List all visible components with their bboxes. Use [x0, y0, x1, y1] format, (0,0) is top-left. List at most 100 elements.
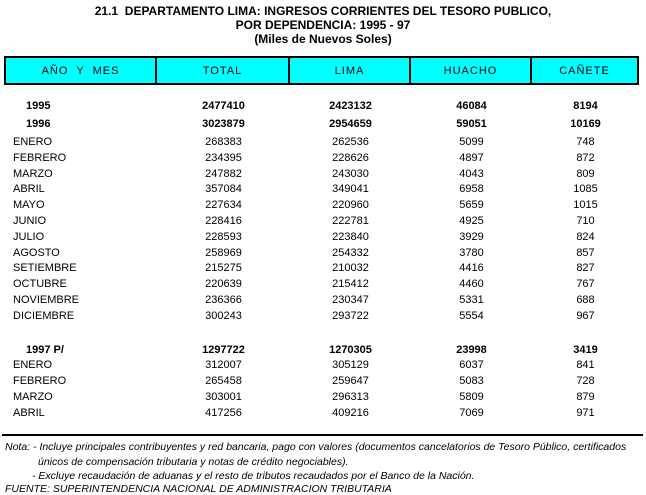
row-value: 7069: [459, 406, 484, 419]
table-row: FEBRERO 234395 228626 4897 872: [4, 150, 639, 166]
row-label: MARZO: [13, 167, 53, 180]
row-value: 6958: [459, 183, 484, 196]
row-value: 6037: [459, 359, 484, 372]
table-row: NOVIEMBRE 236366 230347 5331 688: [4, 292, 639, 308]
row-label: AGOSTO: [13, 246, 60, 259]
row-value: 243030: [332, 167, 369, 180]
note-line-1: Nota: - Incluye principales contribuyent…: [5, 441, 627, 453]
title-line-3: (Miles de Nuevos Soles): [254, 32, 392, 46]
table-row: AGOSTO 258969 254332 3780 857: [4, 245, 639, 261]
header-cell-a-o-y-mes: AÑO Y MES: [6, 58, 157, 83]
row-value: 841: [576, 359, 595, 372]
table-row: 1995 2477410 2423132 46084 8194: [4, 98, 639, 114]
table-row: JUNIO 228416 222781 4925 710: [4, 213, 639, 229]
row-value: 3023879: [202, 117, 245, 130]
row-label: ENERO: [13, 359, 53, 372]
row-label: JUNIO: [13, 214, 46, 227]
row-value: 228593: [205, 230, 242, 243]
row-value: 254332: [332, 246, 369, 259]
row-value: 2423132: [329, 99, 372, 112]
row-value: 3419: [573, 343, 598, 356]
row-value: 5083: [459, 375, 484, 388]
row-value: 688: [576, 293, 595, 306]
row-value: 228626: [332, 151, 369, 164]
row-value: 305129: [332, 359, 369, 372]
row-value: 5554: [459, 309, 484, 322]
table-header: AÑO Y MES TOTAL LIMA HUACHO CAÑETE: [4, 56, 639, 85]
row-label: 1996: [26, 117, 51, 130]
row-value: 1297722: [202, 343, 245, 356]
row-label: ENERO: [13, 135, 53, 148]
row-value: 268383: [205, 135, 242, 148]
row-value: 230347: [332, 293, 369, 306]
row-value: 728: [576, 375, 595, 388]
row-value: 59051: [456, 117, 487, 130]
row-value: 228416: [205, 214, 242, 227]
row-value: 259647: [332, 375, 369, 388]
table-row: ABRIL 357084 349041 6958 1085: [4, 181, 639, 197]
row-value: 4043: [459, 167, 484, 180]
row-label: ABRIL: [13, 406, 45, 419]
header-cell-huacho: HUACHO: [411, 58, 532, 83]
row-value: 220639: [205, 278, 242, 291]
header-cell-ca-ete: CAÑETE: [559, 64, 610, 77]
row-value: 222781: [332, 214, 369, 227]
row-label: NOVIEMBRE: [13, 293, 80, 306]
source-line: FUENTE: SUPERINTENDENCIA NACIONAL DE ADM…: [5, 482, 392, 495]
row-value: 10169: [570, 117, 601, 130]
table-row: ABRIL 417256 409216 7069 971: [4, 405, 639, 421]
table-row: DICIEMBRE 300243 293722 5554 967: [4, 308, 639, 324]
table-row: 1997 P/1297722 1270305 23998 3419: [4, 342, 639, 358]
row-value: 46084: [456, 99, 487, 112]
row-value: 767: [576, 278, 595, 291]
row-value: 4925: [459, 214, 484, 227]
row-value: 857: [576, 246, 595, 259]
row-value: 303001: [205, 390, 242, 403]
table-row: FEBRERO 265458 259647 5083 728: [4, 373, 639, 389]
row-value: 300243: [205, 309, 242, 322]
row-label: SETIEMBRE: [13, 262, 77, 275]
row-label: ABRIL: [13, 183, 45, 196]
row-value: 748: [576, 135, 595, 148]
row-value: 967: [576, 309, 595, 322]
table-row: MARZO 303001 296313 5809 879: [4, 389, 639, 405]
row-value: 2954659: [329, 117, 372, 130]
row-value: 417256: [205, 406, 242, 419]
row-value: 215275: [205, 262, 242, 275]
row-value: 971: [576, 406, 595, 419]
row-value: 210032: [332, 262, 369, 275]
row-value: 258969: [205, 246, 242, 259]
row-value: 223840: [332, 230, 369, 243]
row-value: 1085: [573, 183, 598, 196]
row-label: OCTUBRE: [13, 278, 67, 291]
table-row: ENERO 268383 262536 5099 748: [4, 134, 639, 150]
row-value: 824: [576, 230, 595, 243]
row-value: 357084: [205, 183, 242, 196]
row-value: 4460: [459, 278, 484, 291]
row-label: FEBRERO: [13, 375, 67, 388]
row-value: 293722: [332, 309, 369, 322]
row-value: 4897: [459, 151, 484, 164]
row-value: 262536: [332, 135, 369, 148]
row-value: 4416: [459, 262, 484, 275]
row-value: 3929: [459, 230, 484, 243]
row-value: 809: [576, 167, 595, 180]
row-value: 227634: [205, 199, 242, 212]
table-row: 1996 3023879 2954659 59051 10169: [4, 116, 639, 132]
row-value: 8194: [573, 99, 598, 112]
row-value: 312007: [205, 359, 242, 372]
table-row: ENERO 312007 305129 6037 841: [4, 357, 639, 373]
row-label: JULIO: [13, 230, 45, 243]
note-line-2: únicos de compensación tributaria y nota…: [38, 455, 349, 468]
row-value: 1015: [573, 199, 598, 212]
table-row: MARZO 247882 243030 4043 809: [4, 166, 639, 182]
row-label: DICIEMBRE: [13, 309, 75, 322]
table-row: SETIEMBRE 215275 210032 4416 827: [4, 260, 639, 276]
row-value: 236366: [205, 293, 242, 306]
row-value: 296313: [332, 390, 369, 403]
row-value: 710: [576, 214, 595, 227]
row-value: 2477410: [202, 99, 245, 112]
row-value: 879: [576, 390, 595, 403]
footnotes: Nota: - Incluye principales contribuyent…: [5, 440, 641, 495]
footer-divider: [2, 434, 643, 436]
